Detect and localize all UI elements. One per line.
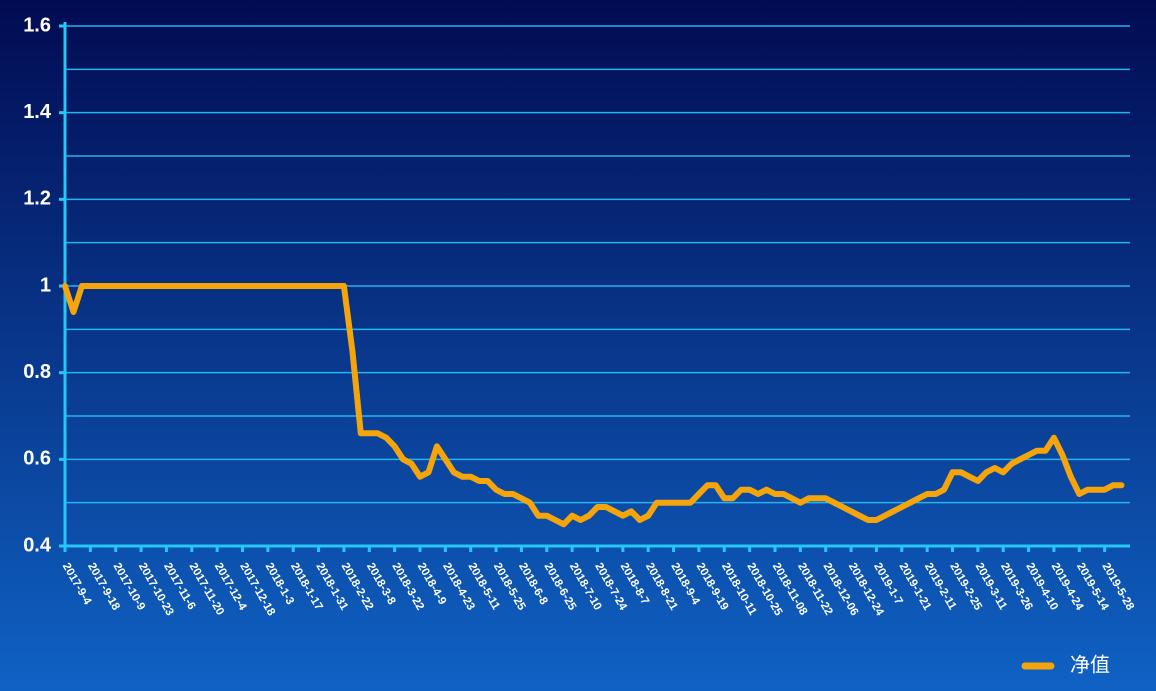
y-tick-label: 1	[40, 274, 51, 296]
y-tick-label: 0.8	[23, 361, 51, 383]
legend-label: 净值	[1070, 653, 1110, 676]
y-tick-label: 1.6	[23, 14, 51, 36]
series-line	[62, 283, 1125, 528]
y-tick-label: 0.6	[23, 448, 51, 470]
y-tick-label: 1.2	[23, 188, 51, 210]
y-tick-label: 0.4	[23, 534, 52, 556]
y-tick-label: 1.4	[23, 101, 52, 123]
